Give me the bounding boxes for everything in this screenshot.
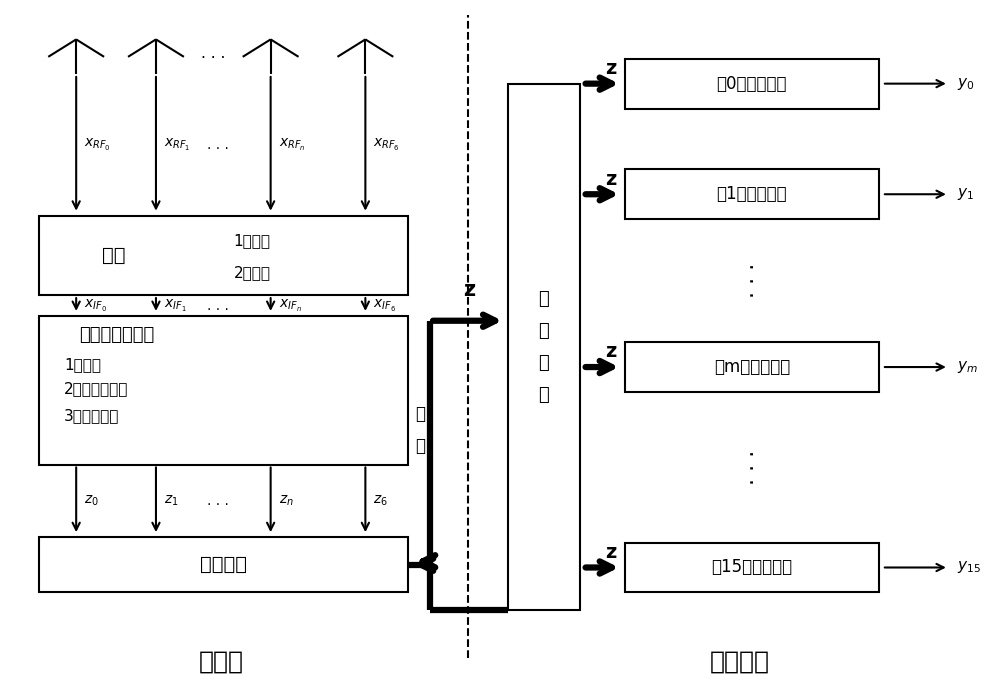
Text: 1、放大: 1、放大 bbox=[234, 234, 271, 248]
Text: 光
纤: 光 纤 bbox=[415, 405, 425, 455]
Text: $z_6$: $z_6$ bbox=[373, 493, 388, 508]
Text: $y_{15}$: $y_{15}$ bbox=[957, 559, 981, 575]
FancyBboxPatch shape bbox=[508, 85, 580, 609]
Text: . . .: . . . bbox=[207, 494, 229, 508]
Text: 3、白化处理: 3、白化处理 bbox=[64, 409, 120, 423]
Text: 天线端: 天线端 bbox=[198, 650, 243, 673]
Text: $x_{RF_n}$: $x_{RF_n}$ bbox=[279, 137, 305, 153]
Text: 2、变频: 2、变频 bbox=[234, 265, 271, 280]
Text: 电光转换: 电光转换 bbox=[200, 555, 247, 574]
Text: $x_{IF_n}$: $x_{IF_n}$ bbox=[279, 298, 301, 314]
Text: 接收机端: 接收机端 bbox=[709, 650, 769, 673]
Text: $x_{RF_0}$: $x_{RF_0}$ bbox=[84, 137, 111, 153]
Text: · · ·: · · · bbox=[744, 263, 764, 298]
Text: $\mathbf{z}$: $\mathbf{z}$ bbox=[605, 543, 617, 562]
FancyBboxPatch shape bbox=[39, 537, 408, 593]
Text: 第0路波束加权: 第0路波束加权 bbox=[717, 75, 787, 92]
FancyBboxPatch shape bbox=[39, 216, 408, 295]
Text: 第15路波束加权: 第15路波束加权 bbox=[711, 559, 792, 577]
Text: $x_{RF_6}$: $x_{RF_6}$ bbox=[373, 137, 400, 153]
Text: 第1路波束加权: 第1路波束加权 bbox=[716, 185, 787, 203]
Text: 2、零中频处理: 2、零中频处理 bbox=[64, 381, 129, 396]
FancyBboxPatch shape bbox=[625, 59, 879, 108]
Text: 射频: 射频 bbox=[102, 246, 126, 265]
Text: $z_1$: $z_1$ bbox=[164, 493, 179, 508]
Text: 第m路波束加权: 第m路波束加权 bbox=[714, 358, 790, 376]
Text: 光
电
转
换: 光 电 转 换 bbox=[539, 290, 549, 404]
Text: $y_{1}$: $y_{1}$ bbox=[957, 186, 974, 202]
Text: $z_0$: $z_0$ bbox=[84, 493, 99, 508]
Text: $x_{IF_0}$: $x_{IF_0}$ bbox=[84, 298, 107, 314]
Text: $\mathbf{z}$: $\mathbf{z}$ bbox=[605, 169, 617, 189]
FancyBboxPatch shape bbox=[625, 169, 879, 219]
Text: $y_{0}$: $y_{0}$ bbox=[957, 76, 974, 92]
Text: $y_{m}$: $y_{m}$ bbox=[957, 359, 978, 375]
Text: $x_{IF_6}$: $x_{IF_6}$ bbox=[373, 298, 396, 314]
Text: $x_{IF_1}$: $x_{IF_1}$ bbox=[164, 298, 187, 314]
Text: 1、采样: 1、采样 bbox=[64, 357, 101, 372]
Text: . . .: . . . bbox=[201, 46, 225, 61]
Text: $\mathbf{z}$: $\mathbf{z}$ bbox=[605, 59, 617, 78]
Text: 阵列信号理模块: 阵列信号理模块 bbox=[79, 326, 154, 344]
Text: $\mathbf{z}$: $\mathbf{z}$ bbox=[605, 342, 617, 362]
Text: $x_{RF_1}$: $x_{RF_1}$ bbox=[164, 137, 190, 153]
FancyBboxPatch shape bbox=[39, 316, 408, 464]
Text: $\mathbf{z}$: $\mathbf{z}$ bbox=[463, 280, 476, 300]
FancyBboxPatch shape bbox=[625, 543, 879, 593]
FancyBboxPatch shape bbox=[625, 342, 879, 392]
Text: · · ·: · · · bbox=[744, 450, 764, 485]
Text: $z_n$: $z_n$ bbox=[279, 493, 293, 508]
Text: . . .: . . . bbox=[207, 138, 229, 152]
Text: . . .: . . . bbox=[207, 298, 229, 312]
